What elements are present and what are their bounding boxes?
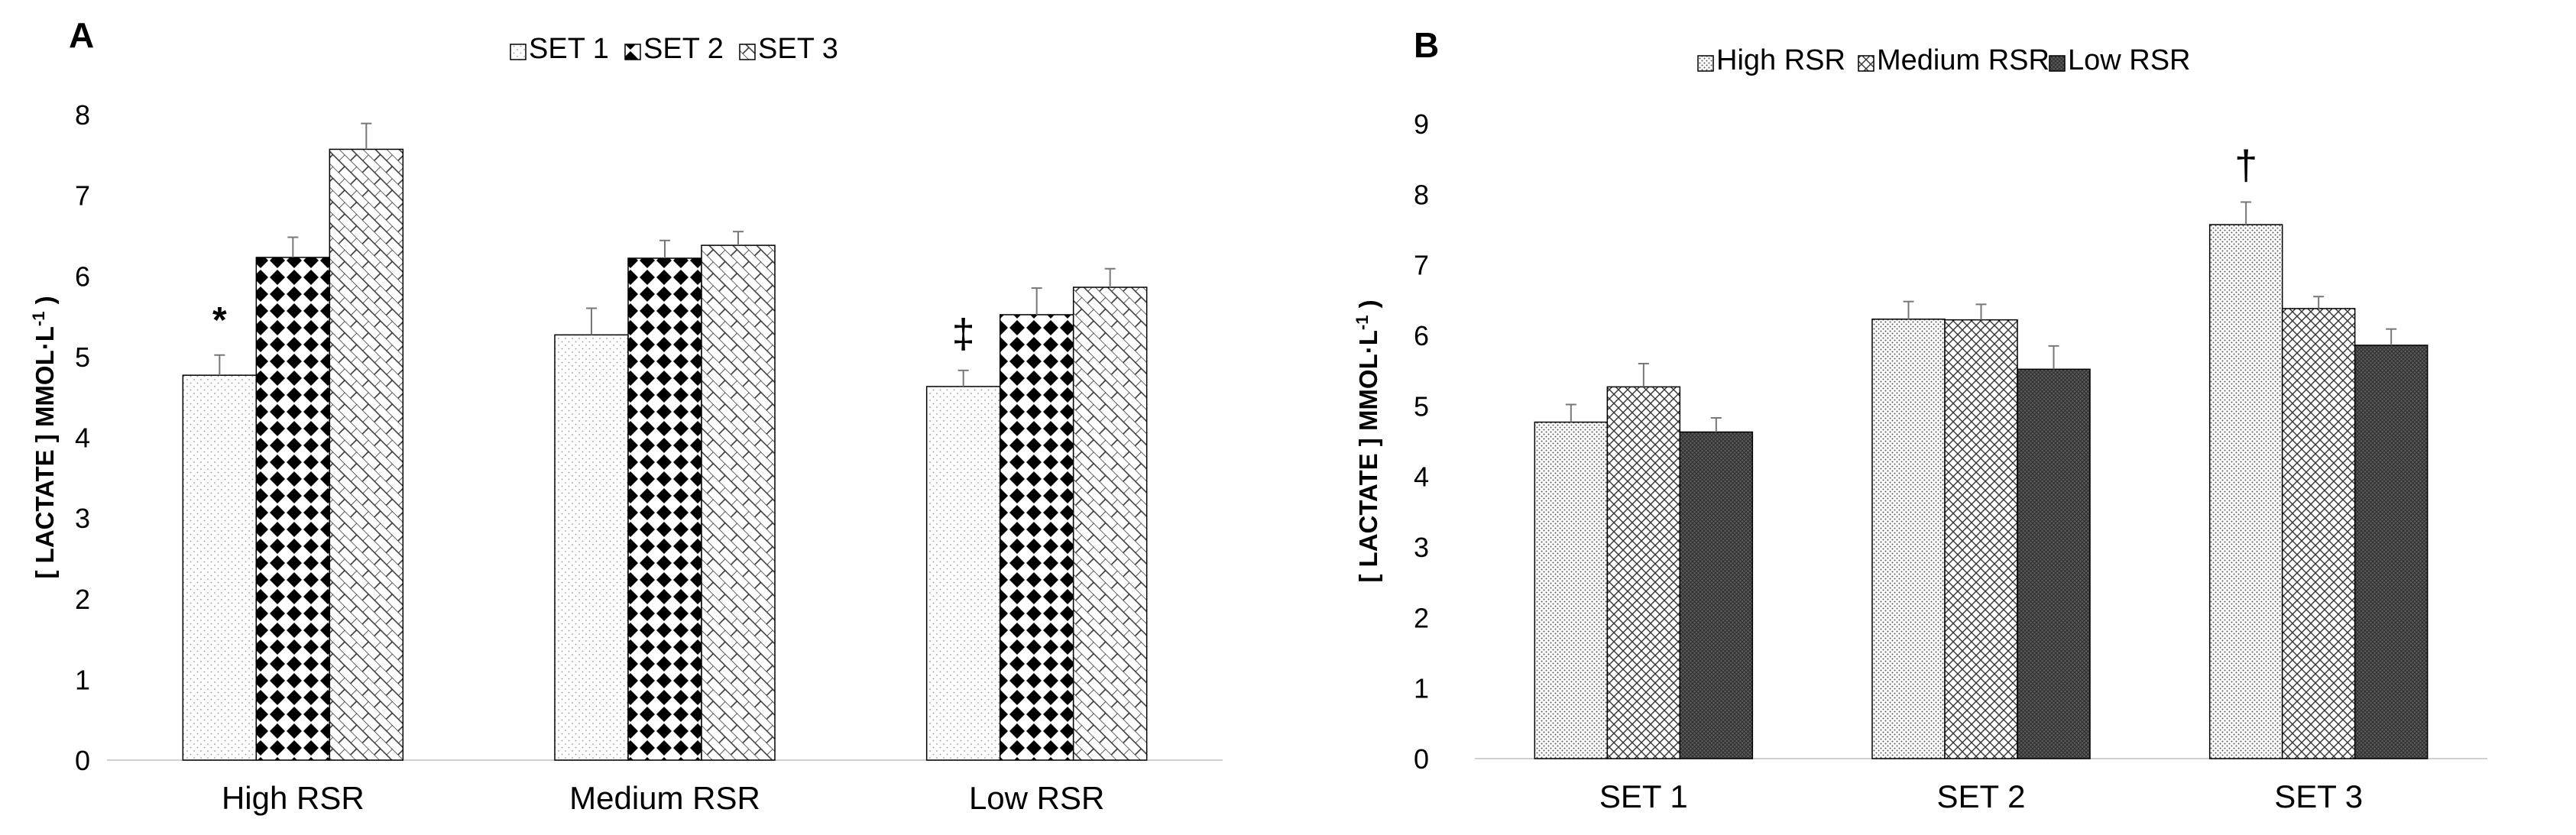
bar [2281, 308, 2356, 759]
y-axis-label-sup: -1 [1353, 316, 1372, 331]
panel-letter: B [1414, 25, 1439, 65]
x-category-label: High RSR [222, 780, 365, 816]
y-tick-label: 0 [1414, 743, 1429, 775]
bar [1679, 431, 1754, 759]
y-tick-label: 2 [1414, 602, 1429, 633]
y-tick-label: 7 [1414, 250, 1429, 281]
legend-swatch [1858, 55, 1874, 72]
bar [329, 148, 404, 761]
legend: High RSR Medium RSR Low RSR [1697, 44, 2191, 76]
bar [1606, 386, 1681, 759]
panel-letter: A [69, 15, 94, 55]
y-axis-label: [ LACTATE ] MMOL·L-1 ) [29, 296, 59, 578]
bar [1534, 421, 1609, 759]
x-category-label: SET 3 [2274, 778, 2363, 814]
bar [1871, 319, 1946, 759]
legend-swatch [1697, 55, 1714, 72]
bar [255, 257, 331, 761]
legend-label: SET 1 [529, 33, 609, 65]
bar [925, 386, 1001, 761]
legend-swatch [2049, 55, 2066, 72]
y-tick-label: 5 [1414, 390, 1429, 422]
legend-label: Low RSR [2068, 44, 2191, 76]
legend-swatch [624, 44, 641, 60]
bar [701, 244, 776, 761]
legend-swatch [510, 44, 527, 60]
bar [2208, 224, 2283, 759]
y-tick-label: 9 [1414, 108, 1429, 140]
y-tick-label: 8 [75, 99, 90, 131]
bar [1072, 286, 1148, 761]
y-axis-label-main: [ LACTATE ] MMOL·L [31, 326, 59, 579]
y-tick-label: 6 [75, 261, 90, 292]
x-category-label: SET 1 [1599, 778, 1688, 814]
y-axis-label-sup: -1 [29, 312, 48, 327]
bar [2354, 345, 2429, 759]
x-category-label: Medium RSR [569, 780, 760, 816]
bar [2017, 368, 2091, 759]
legend-label: High RSR [1716, 44, 1845, 76]
legend-label: Medium RSR [1877, 44, 2049, 76]
bar [554, 334, 629, 761]
y-tick-label: 4 [1414, 461, 1429, 493]
y-axis-label-end: ) [1354, 299, 1382, 315]
bar [1944, 319, 2018, 759]
y-tick-label: 2 [75, 584, 90, 615]
bar [999, 314, 1074, 761]
y-tick-label: 5 [75, 341, 90, 373]
y-tick-label: 4 [75, 422, 90, 454]
y-axis-label: [ LACTATE ] MMOL·L-1 ) [1353, 299, 1382, 582]
y-tick-label: 3 [75, 503, 90, 534]
legend-swatch [739, 44, 756, 60]
bar [627, 257, 702, 761]
legend: SET 1 SET 2 SET 3 [510, 33, 838, 65]
y-axis-label-end: ) [31, 296, 59, 311]
y-tick-label: 0 [75, 745, 90, 776]
chart-panel-b: B 0 1 2 3 4 5 6 7 8 9 [ LACTATE ] MMOL·L-1 ) High RS… [1353, 25, 2487, 814]
y-tick-label: 3 [1414, 532, 1429, 563]
y-tick-label: 1 [75, 664, 90, 695]
bar [182, 374, 258, 761]
y-tick-label: 1 [1414, 673, 1429, 704]
x-category-label: Low RSR [969, 780, 1104, 816]
significance-marker: ‡ [952, 311, 975, 357]
legend-label: SET 2 [643, 33, 724, 65]
significance-marker: † [2234, 142, 2257, 188]
y-tick-label: 7 [75, 180, 90, 212]
y-axis-label-main: [ LACTATE ] MMOL·L [1354, 330, 1382, 583]
legend-label: SET 3 [758, 33, 838, 65]
significance-marker: * [212, 300, 227, 341]
y-tick-label: 6 [1414, 320, 1429, 351]
y-tick-label: 8 [1414, 179, 1429, 210]
x-category-label: SET 2 [1937, 778, 2026, 814]
